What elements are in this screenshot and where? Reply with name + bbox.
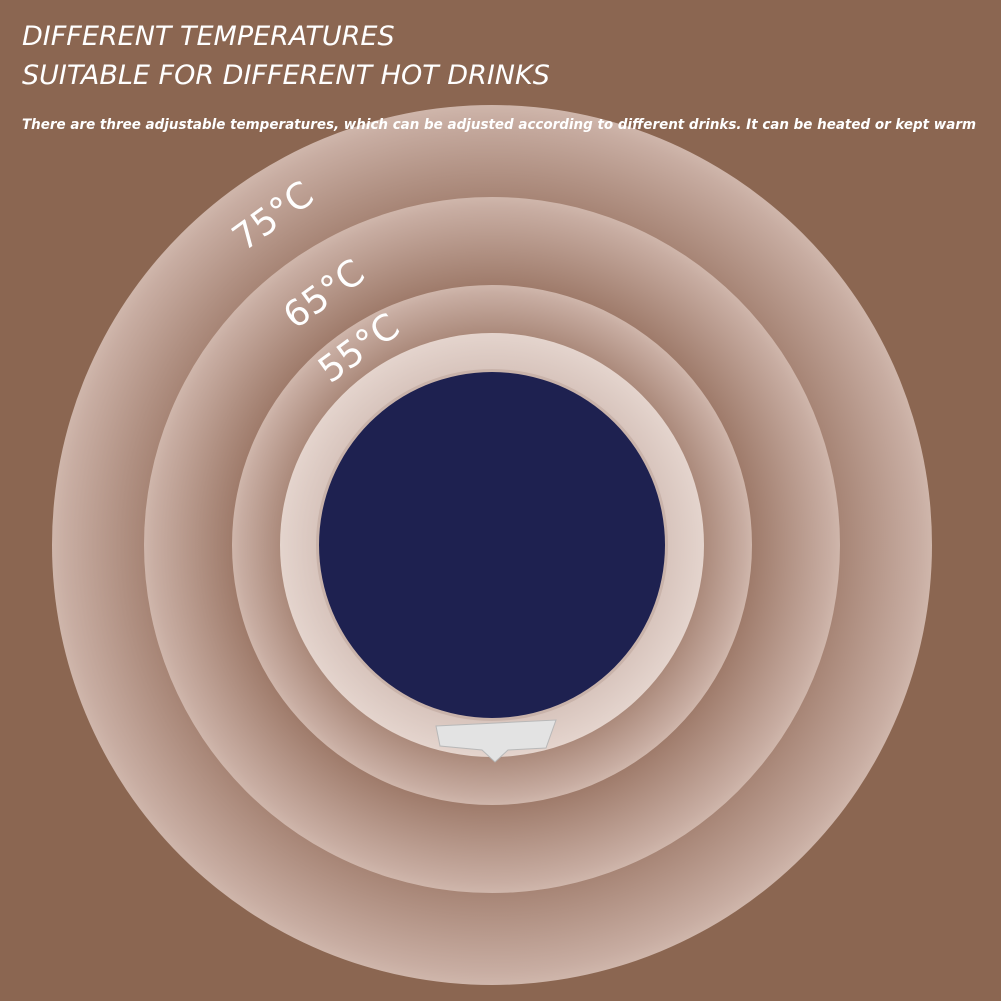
description: There are three adjustable temperatures,… — [22, 117, 976, 133]
title-line: DIFFERENT TEMPERATURES — [22, 21, 395, 52]
control-knob — [435, 719, 557, 763]
heating-plate — [319, 372, 665, 718]
title-line: SUITABLE FOR DIFFERENT HOT DRINKS — [22, 60, 550, 91]
